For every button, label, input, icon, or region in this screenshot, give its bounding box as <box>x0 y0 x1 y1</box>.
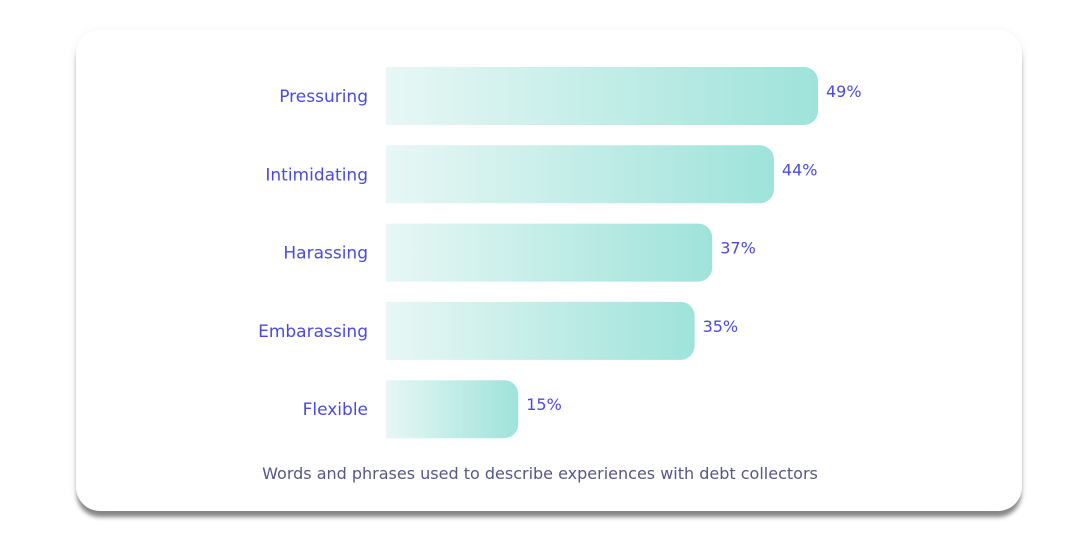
category-label: Flexible <box>303 400 368 420</box>
category-label: Intimidating <box>265 165 368 185</box>
value-label: 15% <box>526 395 562 414</box>
value-label: 37% <box>720 239 756 258</box>
category-label: Harassing <box>283 244 368 264</box>
bar-intimidating <box>386 145 774 204</box>
bar-pressuring <box>386 67 818 125</box>
bar-flexible <box>386 380 519 439</box>
value-label: 35% <box>703 317 739 336</box>
category-label: Pressuring <box>279 87 368 107</box>
value-label: 49% <box>826 82 862 101</box>
bar-harassing <box>386 223 713 282</box>
chart-caption: Words and phrases used to describe exper… <box>262 464 818 483</box>
category-label: Embarassing <box>258 322 368 342</box>
bar-embarassing <box>386 301 695 360</box>
value-label: 44% <box>782 160 818 179</box>
